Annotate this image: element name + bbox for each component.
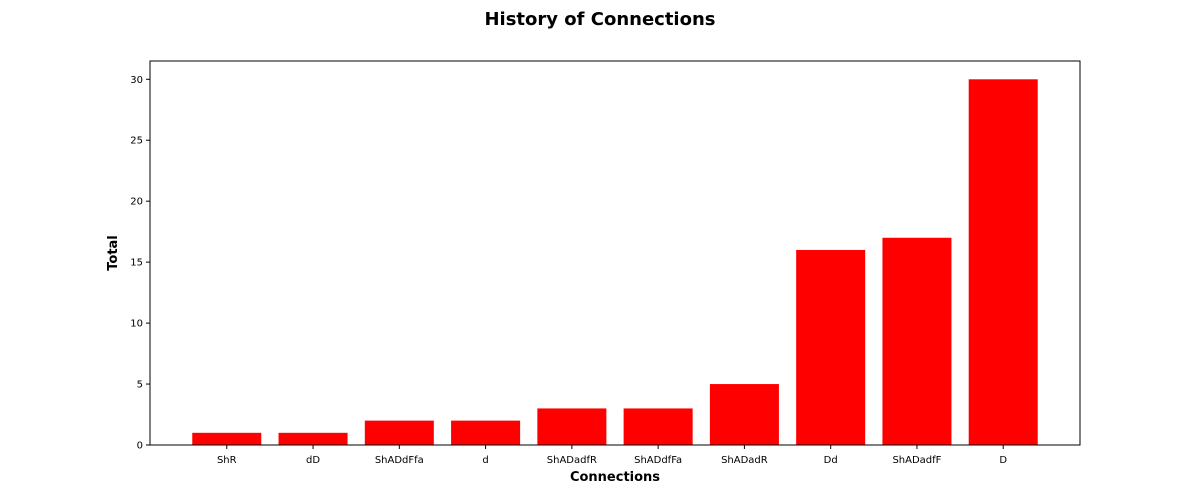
y-tick-label: 25 xyxy=(130,136,143,147)
chart-title: History of Connections xyxy=(484,9,715,30)
y-tick-label: 10 xyxy=(130,319,143,330)
plot-frame xyxy=(149,60,1081,446)
x-tick-label: d xyxy=(482,455,488,466)
x-axis: ShR dD ShADdFfa d ShADadfR ShADdfFa ShADadR Dd S… xyxy=(217,445,1007,466)
y-tick-label: 0 xyxy=(137,441,143,452)
x-tick-label: ShADdfFa xyxy=(634,455,682,466)
y-tick-label: 15 xyxy=(130,258,143,269)
y-axis: 0 5 10 15 20 25 30 xyxy=(130,75,150,452)
y-tick-label: 20 xyxy=(130,197,143,208)
bars-group xyxy=(192,79,1038,445)
bar-D xyxy=(968,79,1038,445)
y-tick-label: 5 xyxy=(137,380,143,391)
x-tick-label: ShADadfF xyxy=(892,455,941,466)
x-axis-label: Connections xyxy=(570,470,660,485)
bar-ShADadR xyxy=(709,384,779,445)
x-tick-label: ShADadR xyxy=(721,455,768,466)
x-tick-label: ShR xyxy=(217,455,237,466)
x-tick-label: ShADdFfa xyxy=(375,455,424,466)
x-tick-label: dD xyxy=(306,455,320,466)
bar-ShADadfF xyxy=(882,237,952,445)
bar-ShADdfFa xyxy=(623,408,693,445)
x-tick-label: Dd xyxy=(824,455,838,466)
bar-Dd xyxy=(796,249,866,445)
y-axis-label: Total xyxy=(106,235,121,271)
y-tick-label: 30 xyxy=(130,75,143,86)
bar-dD xyxy=(278,432,348,445)
x-tick-label: D xyxy=(999,455,1007,466)
bar-ShADdFfa xyxy=(364,420,434,445)
bar-d xyxy=(451,420,521,445)
bar-ShR xyxy=(192,432,262,445)
bar-ShADadfR xyxy=(537,408,607,445)
x-tick-label: ShADadfR xyxy=(547,455,597,466)
